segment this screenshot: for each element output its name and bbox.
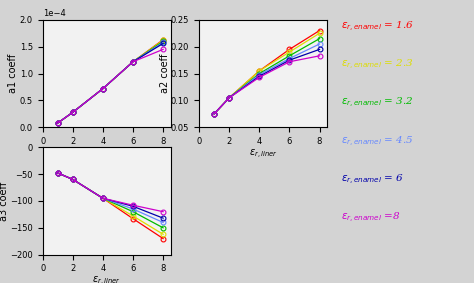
X-axis label: $\varepsilon_{r,liner}$: $\varepsilon_{r,liner}$ [248,147,278,160]
X-axis label: $\varepsilon_{r,liner}$: $\varepsilon_{r,liner}$ [92,275,121,283]
Y-axis label: a1 coeff: a1 coeff [9,54,18,93]
Text: $\varepsilon_{r,enamel}$ = 6: $\varepsilon_{r,enamel}$ = 6 [341,173,404,187]
Text: $\varepsilon_{r,enamel}$ = 3.2: $\varepsilon_{r,enamel}$ = 3.2 [341,96,414,110]
Y-axis label: a2 coeff: a2 coeff [160,54,170,93]
Y-axis label: a3 coeff: a3 coeff [0,181,9,220]
Text: $\varepsilon_{r,enamel}$ = 2.3: $\varepsilon_{r,enamel}$ = 2.3 [341,58,414,72]
Text: $\varepsilon_{r,enamel}$ = 4.5: $\varepsilon_{r,enamel}$ = 4.5 [341,134,414,149]
X-axis label: $\varepsilon_{r,liner}$: $\varepsilon_{r,liner}$ [92,147,121,160]
Text: $\varepsilon_{r,enamel}$ = 1.6: $\varepsilon_{r,enamel}$ = 1.6 [341,20,414,34]
Text: $\varepsilon_{r,enamel}$ =8: $\varepsilon_{r,enamel}$ =8 [341,211,401,225]
